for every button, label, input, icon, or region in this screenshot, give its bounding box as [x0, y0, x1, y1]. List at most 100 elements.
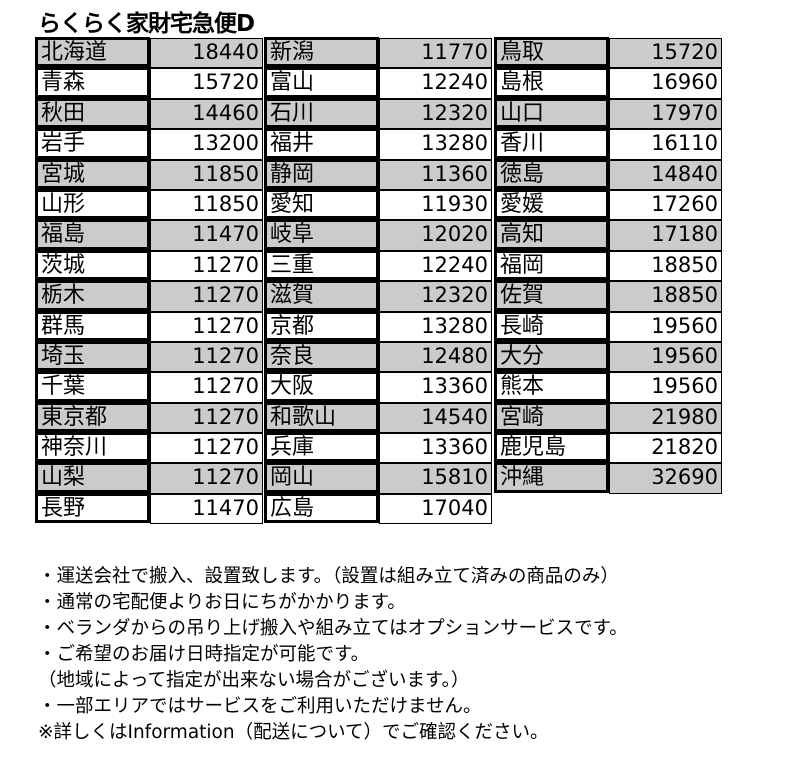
prefecture-name: 島根 — [494, 67, 609, 98]
price-value: 11270 — [150, 250, 263, 282]
price-value: 16110 — [609, 129, 722, 160]
prefecture-name: 福島 — [35, 219, 150, 250]
price-value: 16960 — [609, 68, 722, 99]
table-row: 青森 15720 — [35, 67, 263, 99]
table-row: 千葉 11270 — [35, 371, 263, 403]
price-value: 11270 — [150, 463, 263, 494]
table-row: 秋田 14460 — [35, 97, 263, 130]
note-line: ・ベランダからの吊り上げ搬入や組み立てはオプションサービスです。 — [38, 618, 628, 639]
prefecture-name: 鹿児島 — [494, 432, 609, 463]
prefecture-name: 愛知 — [264, 188, 379, 220]
price-value: 13360 — [379, 433, 492, 464]
table-row: 北海道 18440 — [35, 37, 263, 69]
prefecture-name: 徳島 — [494, 158, 609, 189]
note-line: （地域によって指定が出来ない場合がございます。） — [38, 670, 470, 691]
price-value: 17970 — [609, 98, 722, 130]
price-value: 18850 — [609, 250, 722, 282]
price-value: 17180 — [609, 220, 722, 251]
table-row: 富山 12240 — [264, 67, 492, 99]
prefecture-name: 青森 — [35, 67, 150, 98]
prefecture-name: 東京都 — [35, 401, 150, 433]
rate-column-3: 鳥取 15720 島根 16960 山口 17970 香川 16110 徳島 14840 愛媛 172… — [494, 37, 722, 494]
table-row: 島根 16960 — [494, 67, 722, 99]
price-value: 13280 — [379, 129, 492, 160]
prefecture-name: 鳥取 — [494, 37, 609, 68]
table-row: 鳥取 15720 — [494, 37, 722, 69]
prefecture-name: 茨城 — [35, 249, 150, 281]
price-value: 11270 — [150, 372, 263, 403]
table-row: 高知 17180 — [494, 219, 722, 251]
table-row: 愛媛 17260 — [494, 188, 722, 221]
prefecture-name: 広島 — [264, 492, 379, 524]
table-row: 愛知 11930 — [264, 188, 492, 221]
prefecture-name: 三重 — [264, 249, 379, 281]
prefecture-name: 山口 — [494, 97, 609, 129]
prefecture-name: 高知 — [494, 219, 609, 250]
prefecture-name: 和歌山 — [264, 401, 379, 433]
table-row: 宮崎 21980 — [494, 401, 722, 434]
prefecture-name: 福岡 — [494, 249, 609, 281]
price-value: 14540 — [379, 402, 492, 434]
prefecture-name: 宮崎 — [494, 401, 609, 433]
note-line: ・通常の宅配便よりお日にちがかかります。 — [38, 592, 406, 613]
price-value: 11270 — [150, 402, 263, 434]
note-line: ※詳しくはInformation（配送について）でご確認ください。 — [38, 722, 549, 743]
table-row: 静岡 11360 — [264, 158, 492, 190]
prefecture-name: 奈良 — [264, 340, 379, 372]
table-row: 岡山 15810 — [264, 462, 492, 494]
prefecture-name: 富山 — [264, 67, 379, 98]
table-row: 三重 12240 — [264, 249, 492, 282]
table-row: 埼玉 11270 — [35, 340, 263, 373]
price-value: 13360 — [379, 372, 492, 403]
price-value: 14460 — [150, 98, 263, 130]
table-row: 沖縄 32690 — [494, 462, 722, 494]
table-row: 佐賀 18850 — [494, 280, 722, 312]
prefecture-name: 兵庫 — [264, 432, 379, 463]
table-row: 大阪 13360 — [264, 371, 492, 403]
prefecture-name: 栃木 — [35, 280, 150, 311]
prefecture-name: 長崎 — [494, 310, 609, 341]
note-line: ・運送会社で搬入、設置致します。（設置は組み立て済みの商品のみ） — [38, 566, 619, 587]
prefecture-name: 秋田 — [35, 97, 150, 129]
table-row: 滋賀 12320 — [264, 280, 492, 312]
prefecture-name: 千葉 — [35, 371, 150, 402]
price-value: 21980 — [609, 402, 722, 434]
prefecture-name: 愛媛 — [494, 188, 609, 220]
price-value: 11270 — [150, 311, 263, 342]
price-value: 15810 — [379, 463, 492, 494]
table-row: 兵庫 13360 — [264, 432, 492, 464]
table-row: 徳島 14840 — [494, 158, 722, 190]
prefecture-name: 宮城 — [35, 158, 150, 189]
notes: ・運送会社で搬入、設置致します。（設置は組み立て済みの商品のみ） ・通常の宅配便よ… — [38, 564, 628, 746]
table-row: 鹿児島 21820 — [494, 432, 722, 464]
price-value: 12320 — [379, 281, 492, 312]
table-row: 熊本 19560 — [494, 371, 722, 403]
prefecture-name: 静岡 — [264, 158, 379, 189]
table-row: 山口 17970 — [494, 97, 722, 130]
rate-column-1: 北海道 18440 青森 15720 秋田 14460 岩手 13200 宮城 11850 山形 11… — [35, 37, 263, 525]
price-value: 11470 — [150, 220, 263, 251]
price-value: 15720 — [150, 68, 263, 99]
price-value: 15720 — [609, 38, 722, 69]
price-value: 12240 — [379, 68, 492, 99]
table-row: 新潟 11770 — [264, 37, 492, 69]
prefecture-name: 京都 — [264, 310, 379, 341]
price-value: 13200 — [150, 129, 263, 160]
table-row: 石川 12320 — [264, 97, 492, 130]
prefecture-name: 長野 — [35, 492, 150, 524]
table-row: 福岡 18850 — [494, 249, 722, 282]
price-value: 11360 — [379, 159, 492, 190]
rate-column-2: 新潟 11770 富山 12240 石川 12320 福井 13280 静岡 11360 愛知 119… — [264, 37, 492, 525]
table-row: 長崎 19560 — [494, 310, 722, 342]
table-row: 広島 17040 — [264, 492, 492, 525]
table-row: 東京都 11270 — [35, 401, 263, 434]
prefecture-name: 岐阜 — [264, 219, 379, 250]
prefecture-name: 山形 — [35, 188, 150, 220]
price-value: 18440 — [150, 38, 263, 69]
prefecture-name: 北海道 — [35, 37, 150, 68]
price-value: 12020 — [379, 220, 492, 251]
table-row: 茨城 11270 — [35, 249, 263, 282]
table-row: 宮城 11850 — [35, 158, 263, 190]
prefecture-name: 埼玉 — [35, 340, 150, 372]
price-value: 11470 — [150, 493, 263, 525]
